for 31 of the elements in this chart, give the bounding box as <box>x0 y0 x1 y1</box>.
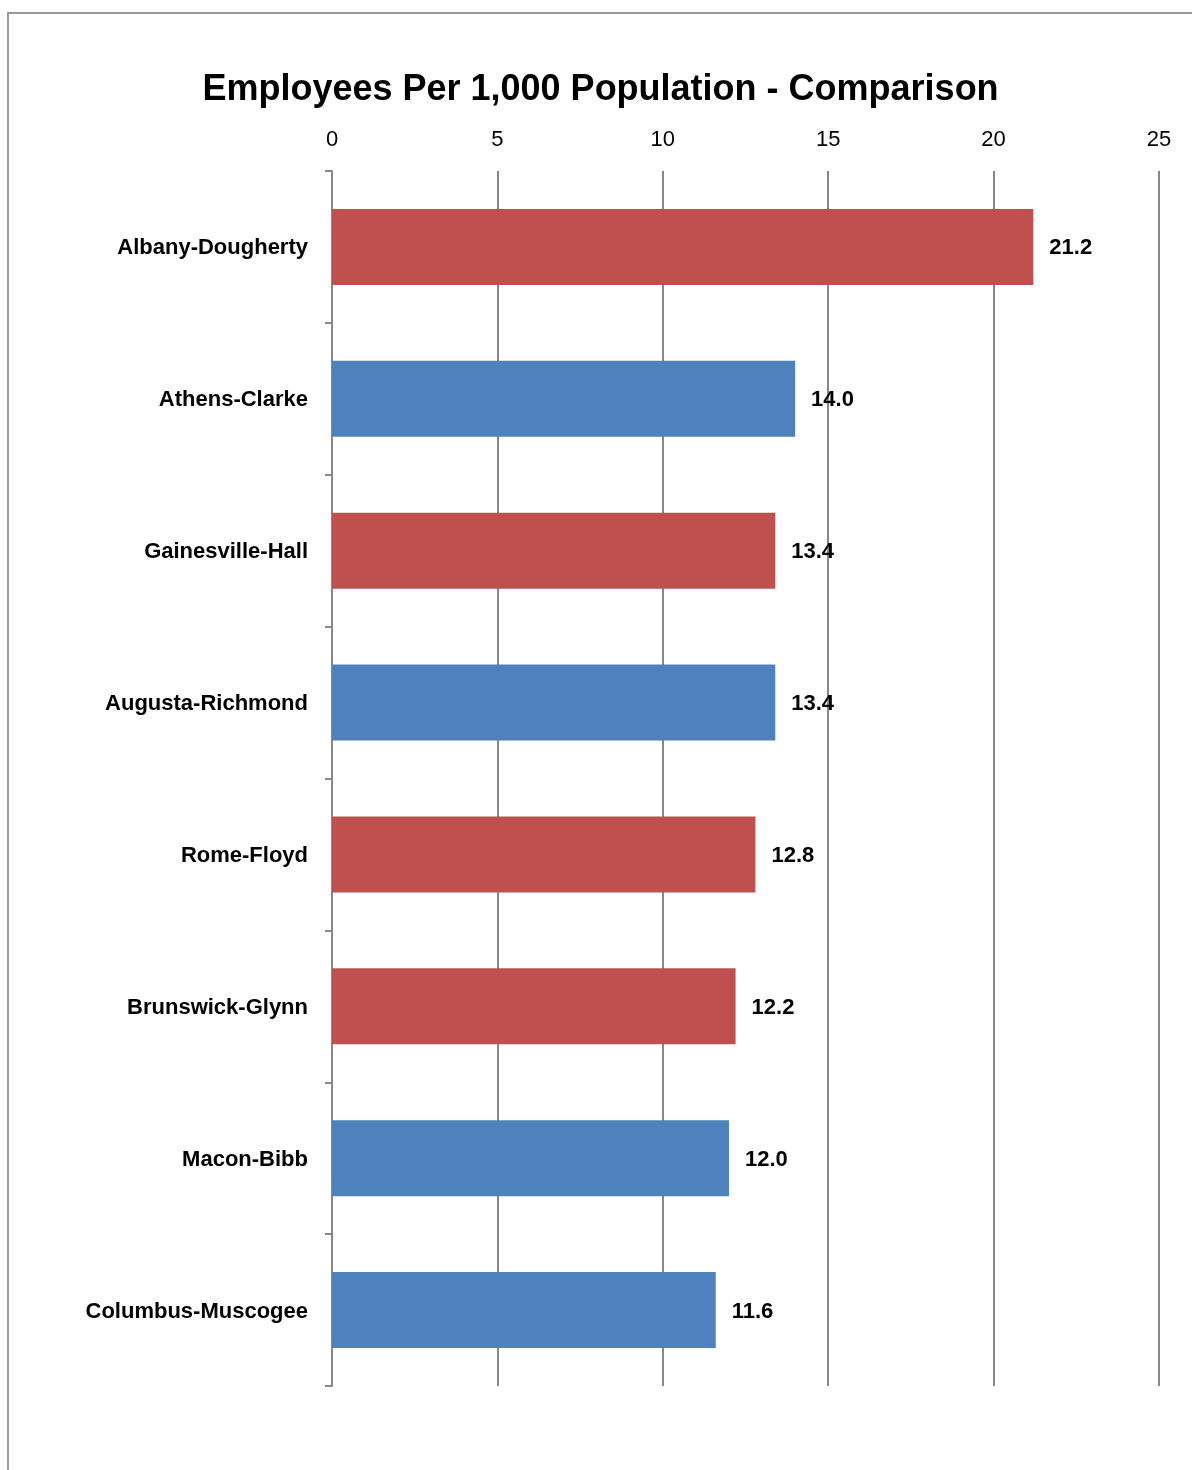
x-tick-label: 0 <box>325 125 339 151</box>
x-tick-label: 5 <box>491 125 504 151</box>
bar <box>332 816 756 893</box>
bar <box>332 512 776 589</box>
data-label: 12.8 <box>771 841 815 867</box>
x-tick-label: 25 <box>1146 125 1172 151</box>
bar <box>332 968 736 1045</box>
data-label: 14.0 <box>811 386 854 412</box>
y-tick-label: Brunswick-Glynn <box>127 993 308 1019</box>
y-tick-label: Augusta-Richmond <box>105 690 308 716</box>
data-label: 12.0 <box>744 1145 788 1171</box>
bar <box>332 360 796 437</box>
bar <box>332 208 1034 285</box>
x-tick-label: 15 <box>815 125 841 151</box>
x-tick-label: 20 <box>981 125 1006 151</box>
bar <box>332 1272 716 1349</box>
y-tick-label: Rome-Floyd <box>180 841 308 867</box>
chart-title: Employees Per 1,000 Population - Comparison <box>202 66 999 108</box>
data-label: 12.2 <box>751 993 795 1019</box>
data-label: 13.4 <box>791 538 835 564</box>
y-tick-label: Albany-Dougherty <box>117 234 309 260</box>
data-label: 11.6 <box>731 1297 774 1323</box>
y-tick-label: Athens-Clarke <box>158 386 308 412</box>
bar <box>332 1120 729 1197</box>
data-label: 13.4 <box>791 690 835 716</box>
data-label: 21.2 <box>1049 234 1093 260</box>
x-tick-label: 10 <box>650 125 676 151</box>
y-tick-label: Gainesville-Hall <box>144 538 308 564</box>
y-tick-label: Macon-Bibb <box>182 1145 308 1171</box>
y-tick-label: Columbus-Muscogee <box>85 1297 308 1323</box>
bar <box>332 664 776 741</box>
